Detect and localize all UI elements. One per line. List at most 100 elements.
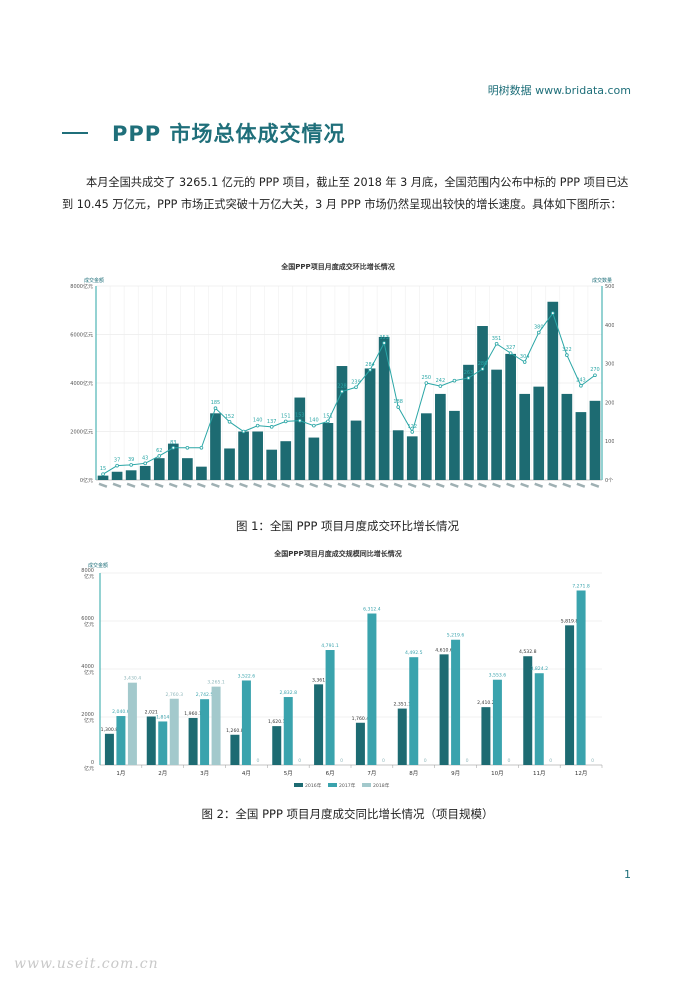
chart1-x-tick (267, 482, 276, 488)
chart2-bar-label: 3,553.6 (489, 673, 507, 679)
chart2-y-tick: 8000 (81, 568, 94, 574)
chart2-bar (200, 699, 210, 765)
chart1-x-tick (407, 482, 417, 488)
chart2-bar-label: 3,265.1 (207, 680, 225, 686)
chart1-count-point (227, 420, 232, 424)
chart1-bar (252, 431, 263, 480)
chart1-right-tick: 300个 (605, 362, 614, 368)
chart1-count-label: 284 (365, 362, 375, 368)
chart1-count-label: 185 (211, 400, 221, 406)
chart2-bar-label: 4,532.8 (519, 649, 537, 655)
chart1-x-tick (253, 482, 262, 488)
chart2-x-tick: 8月 (409, 770, 418, 777)
chart1-x-tick (534, 482, 544, 488)
chart1-x-tick (309, 482, 319, 488)
chart1-count-label: 286 (478, 361, 488, 367)
chart1-title: 全国PPP项目月度成交环比增长情况 (280, 262, 394, 271)
chart2-bar (576, 590, 586, 765)
chart2-bar-label: 4,610.6 (435, 647, 453, 653)
chart1-count-label: 270 (590, 367, 600, 373)
chart1-bar (533, 386, 545, 480)
chart1-bar (97, 475, 109, 480)
chart1-x-tick (295, 482, 305, 488)
chart2-bar-label: 0 (507, 758, 510, 764)
chart1-x-tick (239, 482, 248, 488)
chart1-x-tick (337, 482, 347, 488)
chart1-bar (125, 470, 137, 480)
chart1-count-label: 39 (128, 457, 134, 463)
chart1-x-tick (393, 482, 403, 488)
chart2-bar-label: 4,492.5 (405, 650, 423, 656)
chart1-count-point (143, 461, 147, 466)
chart2-bar (523, 656, 533, 765)
chart1-x-tick (98, 482, 108, 488)
figure2-caption: 图 2：全国 PPP 项目月度成交同比增长情况（项目规模） (201, 807, 494, 821)
chart2-bar (451, 639, 461, 765)
chart1-bar (420, 413, 432, 480)
chart1-bar (449, 410, 460, 480)
chart2-legend-label: 2017年 (339, 782, 356, 789)
chart2-bar (188, 717, 198, 765)
chart2-bar-label: 2,040.6 (112, 709, 130, 715)
chart1-bar (505, 353, 516, 480)
chart2-bar-label: 2,021 (145, 709, 158, 715)
chart1-bar (196, 466, 207, 480)
chart2-x-tick: 2月 (158, 770, 167, 777)
chart2-legend-swatch (294, 783, 303, 787)
chart1-bar (210, 413, 221, 480)
chart1-count-point (171, 445, 176, 450)
chart2-bar-label: 0 (340, 758, 343, 764)
chart1-bar (336, 366, 348, 480)
chart1-right-tick: 500个 (605, 284, 614, 290)
intro-paragraph: 本月全国共成交了 3265.1 亿元的 PPP 项目，截止至 2018 年 3 … (62, 176, 629, 211)
chart2-bar (439, 654, 449, 765)
chart2-legend-label: 2016年 (305, 782, 322, 789)
chart1-bar (167, 443, 179, 480)
chart1-count-point (410, 430, 415, 434)
chart2-bar-label: 5,219.6 (447, 633, 465, 639)
chart1-left-tick: 6000亿元 (70, 332, 93, 339)
chart2-x-tick: 1月 (116, 770, 125, 777)
chart1-count-point (480, 367, 485, 371)
chart2-bar-label: 1,960.1 (184, 711, 202, 717)
chart1-count-point (326, 419, 330, 424)
chart2-x-tick: 7月 (367, 770, 376, 777)
chart1-x-tick (590, 482, 600, 488)
chart1-count-label: 151 (323, 413, 333, 419)
chart2-bar-label: 2,742.5 (196, 692, 214, 698)
section-heading: PPP 市场总体成交情况 (62, 118, 345, 148)
chart2-x-tick: 5月 (284, 770, 293, 777)
chart2-bar-label: 0 (382, 758, 385, 764)
chart2-bar-label: 1,260.8 (226, 728, 244, 734)
chart1-x-tick (281, 482, 291, 488)
chart1-count-point (593, 373, 597, 378)
chart2-bar-label: 2,351.1 (393, 702, 411, 708)
chart2-bar-label: 3,430.4 (124, 676, 142, 682)
chart2-bar (241, 680, 251, 765)
chart2-bar (272, 726, 282, 765)
chart1-count-point (255, 423, 260, 428)
chart2-bar-label: 0 (256, 758, 259, 764)
chart1-count-label: 228 (337, 384, 347, 390)
chart1-left-tick: 8000亿元 (70, 283, 93, 290)
chart1-count-point (101, 472, 105, 476)
chart1-count-label: 37 (114, 458, 120, 464)
chart1-count-point (522, 360, 527, 364)
chart2-bar (565, 625, 575, 765)
chart1-count-point (452, 378, 457, 383)
chart1-count-point (396, 405, 400, 409)
chart2-y-tick: 2000 (81, 712, 94, 718)
chart2-bar (492, 679, 502, 765)
chart2-bar (146, 716, 156, 765)
chart1-x-tick (421, 482, 431, 488)
chart1-left-tick: 0亿元 (80, 477, 93, 484)
chart1-count-point (115, 463, 119, 468)
chart1-x-tick (463, 482, 473, 488)
chart1-count-point (340, 389, 344, 394)
chart1-count-line (102, 312, 596, 475)
chart1-count-label: 250 (422, 375, 432, 381)
chart1-left-tick: 2000亿元 (70, 429, 93, 436)
chart1-count-point (424, 381, 429, 385)
chart1-count-point (269, 425, 274, 429)
